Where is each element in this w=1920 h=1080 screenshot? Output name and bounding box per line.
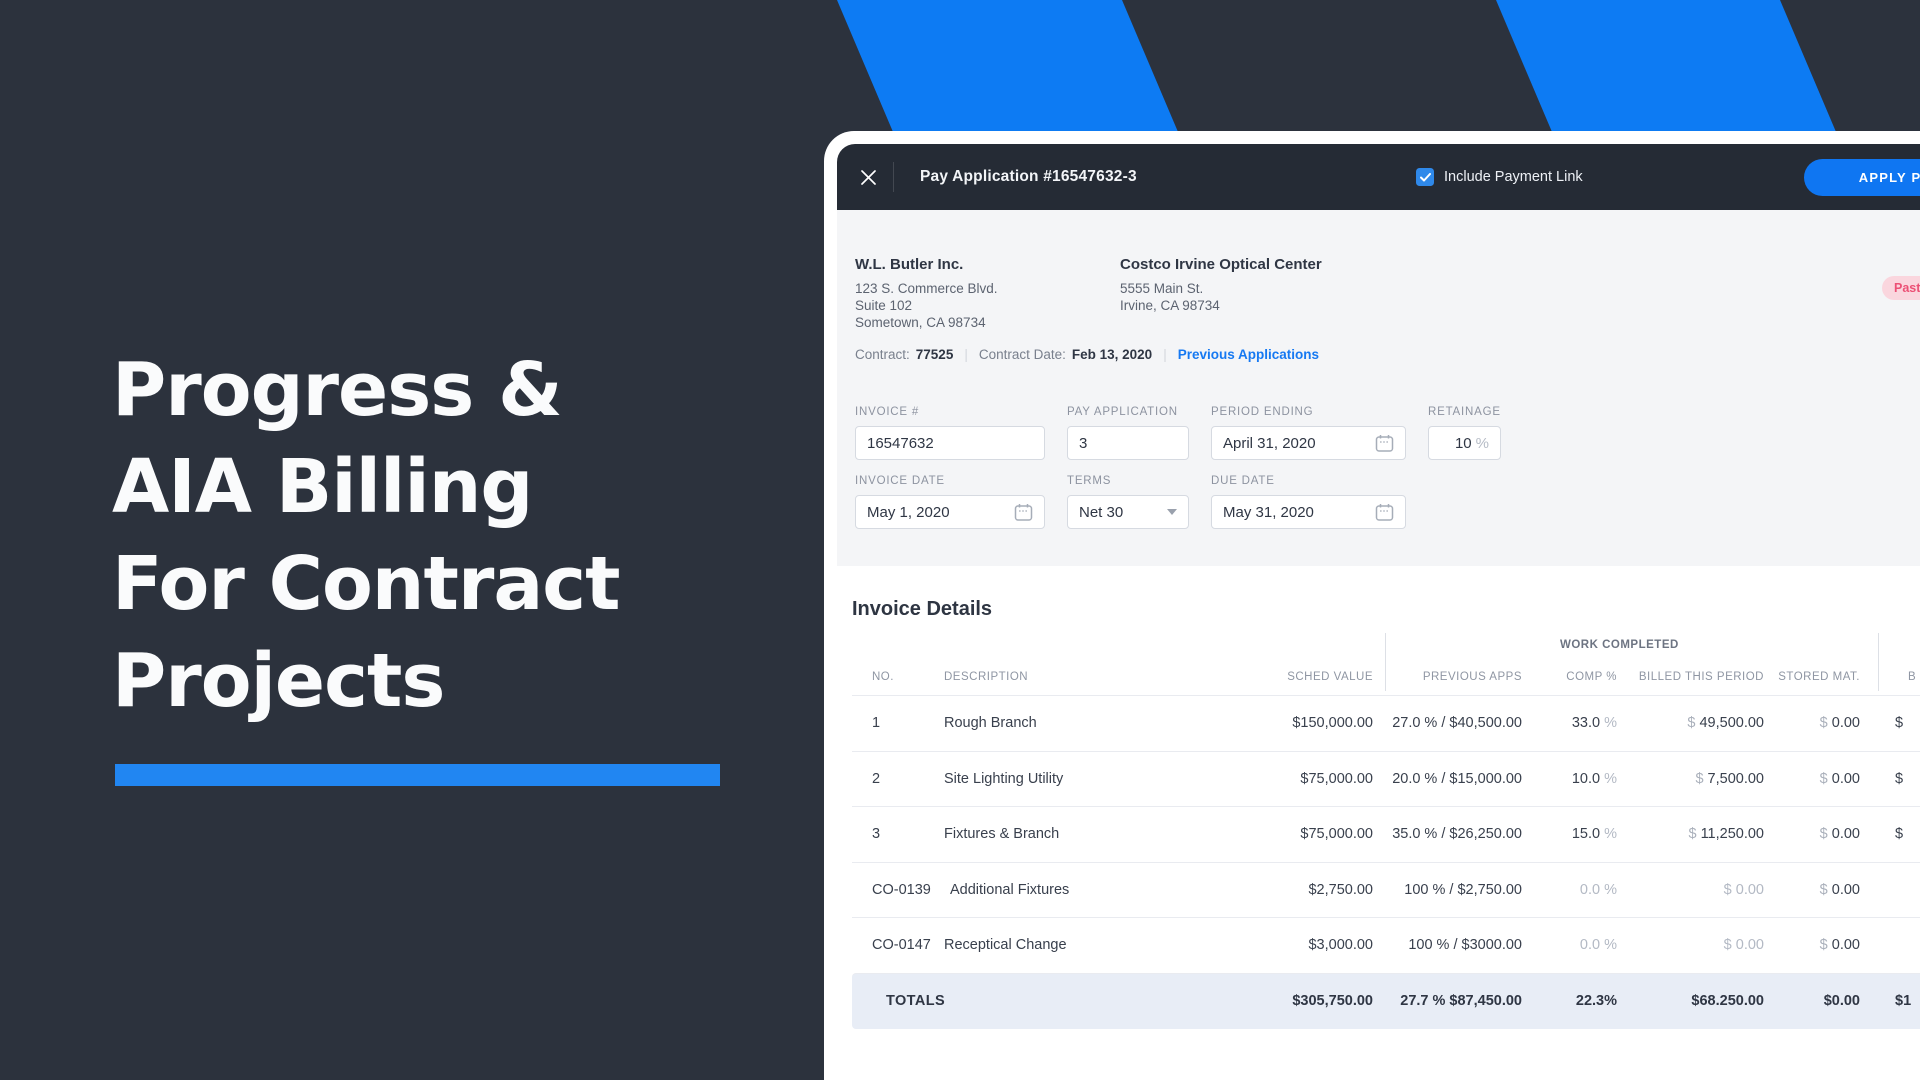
calendar-icon[interactable]	[1014, 503, 1033, 522]
invoice-details-section: Invoice Details WORK COMPLETED NO. DESCR…	[837, 566, 1920, 1029]
checkbox-label: Include Payment Link	[1444, 169, 1583, 185]
invoice-date-field: INVOICE DATE May 1, 2020	[855, 475, 1045, 529]
due-date-field: DUE DATE May 31, 2020	[1211, 475, 1406, 529]
col-description: DESCRIPTION	[944, 671, 1029, 683]
col-previous-apps: PREVIOUS APPS	[1422, 671, 1522, 683]
decorative-stripe	[837, 0, 1183, 142]
due-date-input[interactable]: May 31, 2020	[1211, 495, 1406, 529]
to-address-line: Irvine, CA 98734	[1120, 298, 1220, 313]
table-row: 1 Rough Branch $150,000.00 27.0 % / $40,…	[852, 695, 1920, 751]
invoice-info-section: W.L. Butler Inc. 123 S. Commerce Blvd. S…	[837, 210, 1920, 566]
col-no: NO.	[872, 671, 894, 683]
totals-billed: $68.250.00	[1691, 993, 1764, 1009]
chevron-down-icon	[1167, 509, 1177, 515]
from-company-name: W.L. Butler Inc.	[855, 256, 964, 273]
table-header-row: NO. DESCRIPTION SCHED VALUE PREVIOUS APP…	[852, 665, 1920, 695]
hero-line: Projects	[112, 638, 445, 724]
calendar-icon[interactable]	[1375, 434, 1394, 453]
hero-headline: Progress & AIA Billing For Contract Proj…	[112, 342, 772, 730]
field-label: PERIOD ENDING	[1211, 406, 1314, 418]
close-icon[interactable]	[851, 160, 885, 194]
col-billed-this-period: BILLED THIS PERIOD	[1638, 671, 1764, 683]
totals-clipped: $1	[1895, 993, 1912, 1009]
include-payment-link-checkbox[interactable]: Include Payment Link	[1416, 144, 1583, 210]
table-row: 3 Fixtures & Branch $75,000.00 35.0 % / …	[852, 806, 1920, 862]
contract-info-row: Contract: 77525 | Contract Date: Feb 13,…	[855, 347, 1320, 362]
to-company-name: Costco Irvine Optical Center	[1120, 256, 1322, 273]
contract-number: 77525	[915, 347, 954, 362]
period-ending-field: PERIOD ENDING April 31, 2020	[1211, 406, 1406, 460]
col-comp-pct: COMP %	[1566, 671, 1617, 683]
field-label: RETAINAGE	[1428, 406, 1501, 418]
totals-label: TOTALS	[886, 993, 946, 1009]
invoice-number-field: INVOICE # 16547632	[855, 406, 1045, 460]
totals-row: TOTALS $305,750.00 27.7 % $87,450.00 22.…	[852, 972, 1920, 1029]
billing-from-block: W.L. Butler Inc. 123 S. Commerce Blvd. S…	[855, 256, 1120, 331]
modal-header: Pay Application #16547632-3 Include Paym…	[837, 144, 1920, 210]
col-clipped: B	[1908, 671, 1917, 683]
invoice-details-table: WORK COMPLETED NO. DESCRIPTION SCHED VAL…	[852, 629, 1920, 1029]
invoice-date-input[interactable]: May 1, 2020	[855, 495, 1045, 529]
retainage-input[interactable]: 10 %	[1428, 426, 1501, 460]
terms-field: TERMS Net 30	[1067, 475, 1189, 529]
period-ending-input[interactable]: April 31, 2020	[1211, 426, 1406, 460]
billing-to-block: Costco Irvine Optical Center 5555 Main S…	[1120, 256, 1322, 331]
pay-application-field: PAY APPLICATION 3	[1067, 406, 1189, 460]
totals-previous-apps: 27.7 % $87,450.00	[1400, 993, 1522, 1009]
header-divider	[893, 162, 894, 192]
retainage-field: RETAINAGE 10 %	[1428, 406, 1501, 460]
col-stored-mat: STORED MAT.	[1778, 671, 1860, 683]
previous-applications-link[interactable]: Previous Applications	[1177, 347, 1320, 362]
table-row: CO-0139 Additional Fixtures $2,750.00 10…	[852, 861, 1920, 918]
invoice-details-heading: Invoice Details	[852, 598, 993, 620]
field-label: DUE DATE	[1211, 475, 1275, 487]
totals-comp-pct: 22.3%	[1575, 993, 1617, 1009]
modal-title: Pay Application #16547632-3	[920, 168, 1137, 185]
to-address-line: 5555 Main St.	[1120, 281, 1204, 296]
from-address-line: Suite 102	[855, 298, 913, 313]
field-label: INVOICE #	[855, 406, 920, 418]
field-label: TERMS	[1067, 475, 1112, 487]
checkbox-checked-icon[interactable]	[1416, 168, 1434, 186]
contract-date-label: Contract Date:	[978, 347, 1066, 362]
status-badge: Past Due	[1882, 276, 1920, 300]
totals-sched-value: $305,750.00	[1292, 993, 1373, 1009]
field-label: INVOICE DATE	[855, 475, 945, 487]
hero-line: Progress &	[112, 347, 563, 433]
hero-line: AIA Billing	[112, 444, 533, 530]
column-divider	[1385, 633, 1386, 691]
from-address-line: 123 S. Commerce Blvd.	[855, 281, 998, 296]
col-sched-value: SCHED VALUE	[1287, 671, 1373, 683]
contract-label: Contract:	[855, 347, 910, 362]
totals-stored: $0.00	[1823, 993, 1860, 1009]
table-row: 2 Site Lighting Utility $75,000.00 20.0 …	[852, 750, 1920, 807]
invoice-number-input[interactable]: 16547632	[855, 426, 1045, 460]
calendar-icon[interactable]	[1375, 503, 1394, 522]
hero-accent-bar	[115, 764, 720, 786]
contract-date: Feb 13, 2020	[1071, 347, 1153, 362]
table-row: CO-0147 Receptical Change $3,000.00 100 …	[852, 917, 1920, 973]
from-address-line: Sometown, CA 98734	[855, 315, 986, 330]
field-label: PAY APPLICATION	[1067, 406, 1178, 418]
decorative-stripe	[1496, 0, 1841, 142]
pay-application-input[interactable]: 3	[1067, 426, 1189, 460]
terms-select[interactable]: Net 30	[1067, 495, 1189, 529]
work-completed-group-header: WORK COMPLETED	[1560, 639, 1679, 651]
hero-line: For Contract	[112, 541, 621, 627]
column-divider	[1878, 633, 1879, 691]
apply-payment-button[interactable]: APPLY PAYMENT	[1804, 159, 1920, 196]
pay-application-modal: Pay Application #16547632-3 Include Paym…	[824, 131, 1920, 1080]
